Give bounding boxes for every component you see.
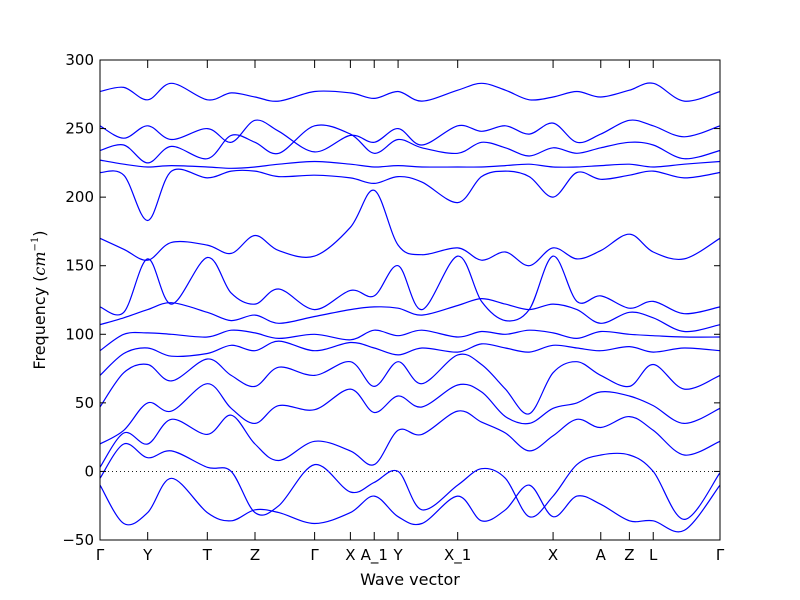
x-tick-label: Z [250, 546, 260, 564]
x-tick-label: Y [392, 546, 403, 564]
x-tick-label: Γ [716, 546, 725, 564]
y-tick-label: 200 [65, 188, 94, 206]
x-tick-label: X_1 [444, 546, 471, 565]
band-line-4 [99, 159, 721, 169]
y-axis-label-close: ) [30, 230, 49, 236]
band-series-group [99, 82, 721, 533]
x-tick-label: X [345, 546, 355, 564]
y-axis-label-exponent: −1 [30, 237, 41, 252]
band-line-3 [99, 124, 721, 164]
axes-frame [99, 59, 721, 541]
y-tick-label: 300 [65, 51, 94, 69]
band-line-5 [99, 168, 721, 222]
band-line-8 [99, 297, 721, 333]
x-tick-label: Z [624, 546, 634, 564]
band-line-11 [99, 353, 721, 415]
band-line-10 [99, 340, 721, 376]
band-line-6 [99, 189, 721, 267]
x-axis-ticks: Γ Y T Z Γ X A_1 Y X_1 X A Z L Γ [96, 60, 725, 565]
y-tick-label: 150 [65, 257, 94, 275]
x-tick-label: Y [142, 546, 153, 564]
y-axis-ticks: −50 0 50 100 150 200 250 300 [62, 51, 720, 549]
x-tick-label: Γ [310, 546, 319, 564]
band-line-9 [99, 329, 721, 352]
y-axis-label-unit: cm [30, 251, 49, 275]
band-line-12 [99, 383, 721, 445]
band-line-13 [99, 410, 721, 468]
band-line-2 [99, 119, 721, 153]
x-tick-label: X [548, 546, 558, 564]
y-tick-label: 250 [65, 120, 94, 138]
x-tick-label: L [649, 546, 658, 564]
y-tick-label: −50 [62, 531, 94, 549]
band-line-1 [99, 82, 721, 102]
y-axis-label: Frequency (cm−1) [30, 230, 49, 369]
x-tick-label: A_1 [361, 546, 388, 565]
x-tick-label: A [596, 546, 607, 564]
x-tick-label: Γ [96, 546, 105, 564]
band-line-14 [99, 442, 721, 521]
y-tick-label: 50 [75, 394, 94, 412]
y-axis-label-text: Frequency ( [30, 276, 49, 370]
y-tick-label: 0 [84, 462, 94, 480]
x-tick-label: T [202, 546, 213, 564]
band-line-15 [99, 477, 721, 533]
y-tick-label: 100 [65, 325, 94, 343]
band-line-7 [99, 255, 721, 322]
x-axis-label: Wave vector [360, 570, 460, 589]
